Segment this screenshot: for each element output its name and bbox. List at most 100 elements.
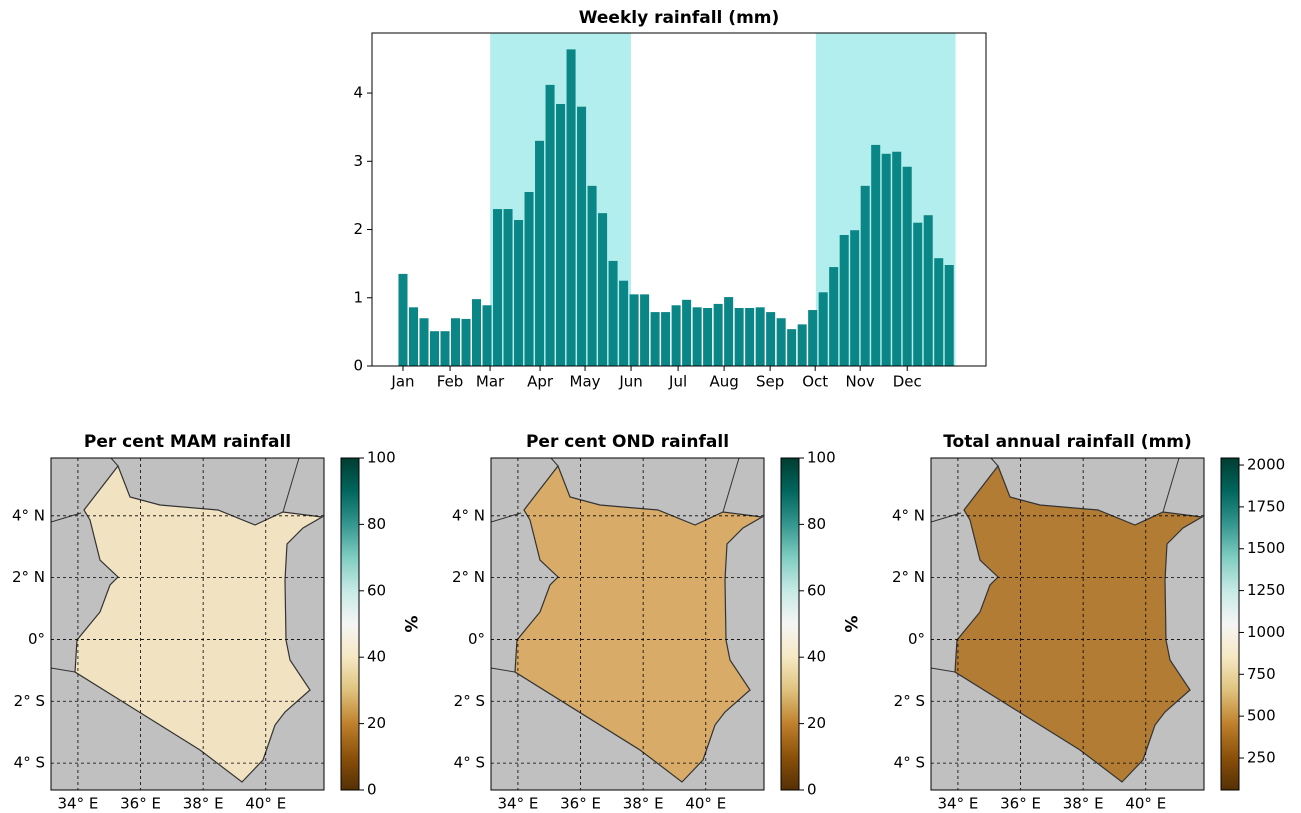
bar (682, 299, 692, 366)
y-tick-label: 4° N (12, 506, 45, 524)
x-tick-label: 36° E (120, 795, 161, 813)
x-tick-label: Dec (893, 373, 922, 391)
x-tick-label: Apr (527, 373, 554, 391)
x-tick-label: 38° E (183, 795, 224, 813)
bar (923, 215, 933, 366)
bar (503, 209, 513, 366)
colorbar (1220, 457, 1240, 791)
x-tick-label: 36° E (1000, 795, 1041, 813)
colorbar-tick-label: 100 (807, 449, 836, 467)
country-shape (74, 464, 324, 783)
bar (598, 213, 608, 366)
bar (892, 151, 902, 366)
colorbar-tick-label: 750 (1247, 665, 1276, 683)
y-tick-label: 4 (353, 84, 363, 102)
bar (850, 230, 860, 366)
bar (629, 294, 639, 366)
x-tick-label: Jul (668, 373, 687, 391)
country-shape (514, 464, 764, 783)
y-tick-label: 0° (908, 630, 925, 648)
bar (524, 191, 534, 366)
x-tick-label: Feb (437, 373, 464, 391)
bar (755, 307, 765, 366)
x-tick-label: Mar (476, 373, 505, 391)
bar (913, 222, 923, 366)
x-tick-label: Nov (846, 373, 875, 391)
colorbar-label: % (400, 615, 420, 632)
bar (640, 294, 650, 366)
y-tick-label: 0 (353, 357, 363, 375)
colorbar-tick-label: 0 (807, 781, 817, 799)
bar (734, 307, 744, 366)
y-tick-label: 2° S (454, 692, 485, 710)
country-shape (954, 464, 1204, 783)
y-tick-label: 2° N (12, 568, 45, 586)
map-frame (930, 457, 1205, 791)
x-tick-label: Oct (802, 373, 828, 391)
border-line (110, 457, 119, 467)
border-line (930, 667, 956, 673)
bar (692, 307, 702, 366)
colorbar-tick-label: 40 (807, 648, 826, 666)
bar (619, 280, 629, 366)
border-line (490, 512, 522, 523)
bar (429, 331, 440, 366)
colorbar-tick-label: 60 (807, 581, 826, 599)
bar (514, 219, 524, 366)
x-tick-label: Jun (618, 373, 642, 391)
x-tick-label: Jan (390, 373, 414, 391)
bar (408, 307, 419, 366)
x-tick-label: 34° E (938, 795, 979, 813)
colorbar-tick-label: 2000 (1247, 456, 1285, 474)
bar (461, 318, 471, 366)
y-tick-label: 2° N (892, 568, 925, 586)
bar (860, 185, 870, 366)
bar (535, 140, 545, 366)
colorbar-tick-label: 250 (1247, 749, 1276, 767)
border-line (282, 457, 300, 513)
colorbar-tick-label: 0 (367, 781, 377, 799)
bar (671, 305, 681, 366)
bar (440, 331, 450, 366)
colorbar-tick-label: 1250 (1247, 581, 1285, 599)
plot-frame (371, 32, 987, 367)
colorbar-tick-label: 1750 (1247, 497, 1285, 515)
bar (482, 305, 492, 366)
colorbar (780, 457, 800, 791)
bar (577, 106, 587, 367)
bar (650, 312, 660, 366)
colorbar-tick-label: 40 (367, 648, 386, 666)
bar (703, 307, 713, 366)
chart-title: Per cent OND rainfall (526, 432, 729, 452)
bar (797, 324, 807, 366)
colorbar-tick-label: 20 (367, 714, 386, 732)
bar (556, 103, 566, 366)
border-line (930, 512, 962, 523)
bar (934, 258, 944, 366)
colorbar-tick-label: 500 (1247, 707, 1276, 725)
bar (450, 318, 461, 366)
bar (398, 273, 408, 366)
y-tick-label: 4° S (454, 754, 485, 772)
bar (724, 297, 734, 366)
x-tick-label: Aug (709, 373, 738, 391)
y-tick-label: 2° S (894, 692, 925, 710)
x-tick-label: May (570, 373, 601, 391)
bar (419, 318, 429, 366)
bar (829, 267, 839, 366)
border-line (550, 457, 559, 467)
bar (871, 144, 881, 366)
x-tick-label: 38° E (1063, 795, 1104, 813)
colorbar-tick-label: 60 (367, 581, 386, 599)
border-line (490, 667, 516, 673)
x-tick-label: 36° E (560, 795, 601, 813)
y-tick-label: 0° (468, 630, 485, 648)
bar (944, 265, 954, 366)
y-tick-label: 4° S (14, 754, 45, 772)
bar (902, 166, 912, 366)
bar (661, 312, 671, 366)
y-tick-label: 4° S (894, 754, 925, 772)
bar (839, 234, 849, 366)
bar (766, 312, 776, 366)
